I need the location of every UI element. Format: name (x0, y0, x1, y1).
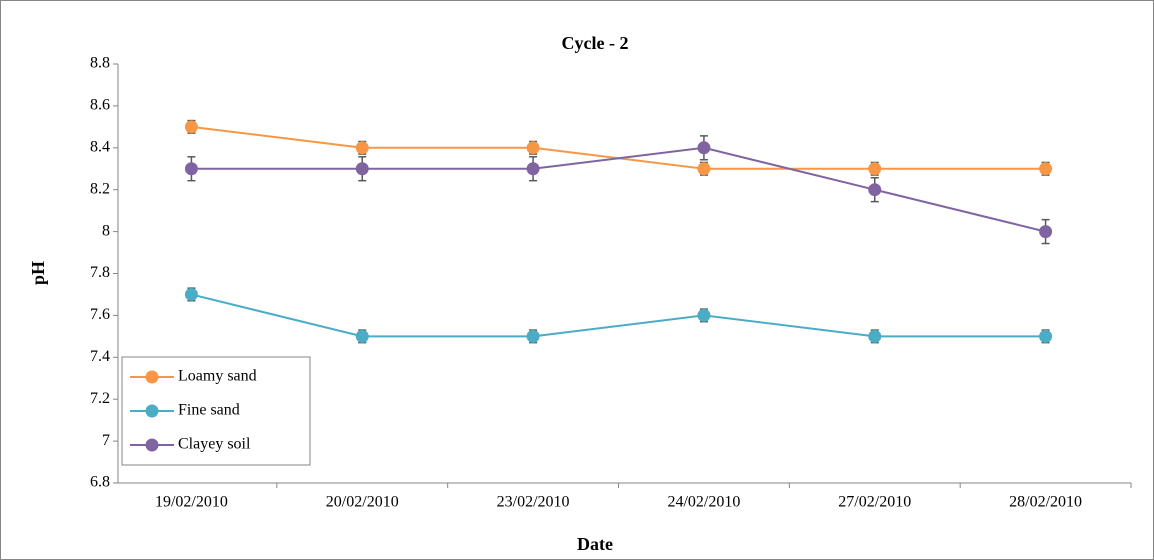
data-point (355, 329, 369, 343)
y-tick-label: 8.2 (90, 180, 110, 197)
y-tick-label: 8.8 (90, 55, 110, 72)
data-point (697, 308, 711, 322)
y-tick-label: 7.2 (90, 390, 110, 407)
y-tick-label: 7.8 (90, 264, 110, 281)
y-tick-label: 8.4 (90, 138, 110, 155)
series-line (191, 146, 1046, 233)
data-point (526, 141, 540, 155)
series-line (191, 293, 1046, 338)
data-point (355, 141, 369, 155)
data-point (868, 162, 882, 176)
legend-label: Fine sand (178, 402, 240, 419)
data-point (697, 162, 711, 176)
legend-marker (145, 370, 159, 384)
legend-marker (145, 438, 159, 452)
y-tick-label: 7.6 (90, 306, 110, 323)
data-point (1039, 329, 1053, 343)
legend-marker (145, 404, 159, 418)
data-point (184, 162, 198, 176)
y-axis-label: pH (28, 261, 48, 285)
x-axis-label: Date (577, 534, 613, 554)
legend-label: Loamy sand (178, 368, 257, 385)
data-point (1039, 225, 1053, 239)
y-tick-label: 7 (102, 432, 110, 449)
y-tick-label: 8 (102, 222, 110, 239)
data-point (184, 120, 198, 134)
data-point (1039, 162, 1053, 176)
data-point (697, 141, 711, 155)
y-tick-label: 6.8 (90, 474, 110, 491)
x-tick-label: 23/02/2010 (497, 494, 570, 511)
data-point (526, 329, 540, 343)
legend-label: Clayey soil (178, 436, 251, 453)
y-tick-label: 7.4 (90, 348, 110, 365)
data-point (526, 162, 540, 176)
y-tick-label: 8.6 (90, 97, 110, 114)
data-point (868, 183, 882, 197)
x-tick-label: 27/02/2010 (838, 494, 911, 511)
x-tick-label: 20/02/2010 (326, 494, 399, 511)
chart-title: Cycle - 2 (562, 33, 629, 53)
data-point (868, 329, 882, 343)
x-tick-label: 28/02/2010 (1009, 494, 1082, 511)
x-tick-label: 24/02/2010 (667, 494, 740, 511)
data-point (184, 287, 198, 301)
x-tick-label: 19/02/2010 (155, 494, 228, 511)
data-point (355, 162, 369, 176)
